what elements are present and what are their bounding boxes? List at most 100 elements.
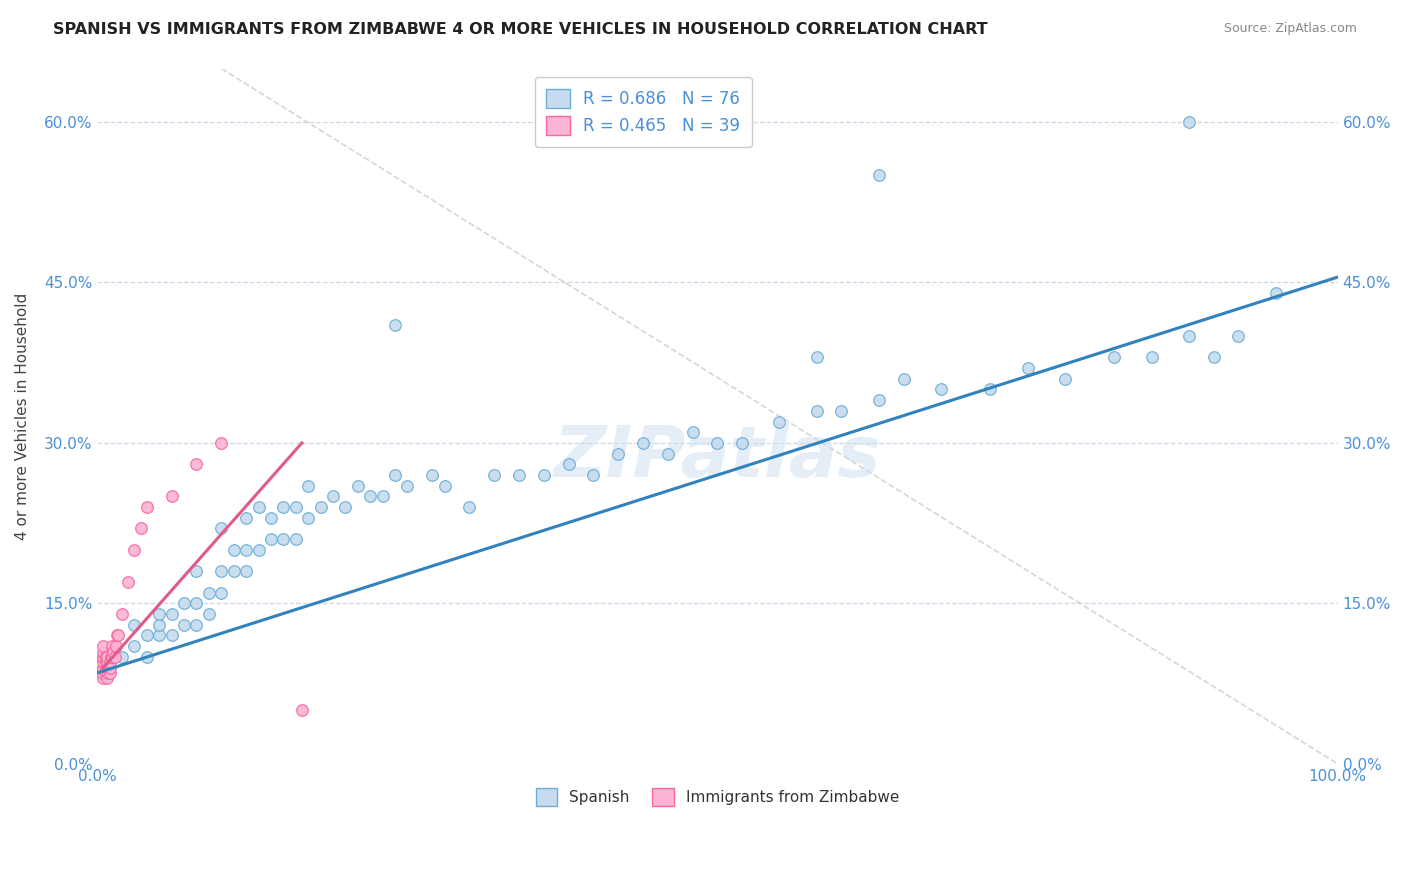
Point bbox=[247, 500, 270, 514]
Point bbox=[111, 607, 134, 621]
Point bbox=[105, 628, 128, 642]
Point bbox=[607, 447, 630, 461]
Legend: Spanish, Immigrants from Zimbabwe: Spanish, Immigrants from Zimbabwe bbox=[526, 780, 908, 815]
Point bbox=[93, 665, 115, 680]
Point bbox=[148, 628, 170, 642]
Point bbox=[482, 468, 505, 483]
Point bbox=[198, 607, 221, 621]
Point bbox=[96, 660, 118, 674]
Point bbox=[1104, 351, 1126, 365]
Point bbox=[297, 479, 319, 493]
Point bbox=[384, 318, 406, 333]
Point bbox=[173, 596, 195, 610]
Point bbox=[209, 436, 232, 450]
Point bbox=[209, 521, 232, 535]
Point bbox=[124, 617, 146, 632]
Point bbox=[322, 489, 344, 503]
Point bbox=[124, 639, 146, 653]
Point bbox=[98, 660, 121, 674]
Point bbox=[93, 660, 115, 674]
Point bbox=[96, 671, 118, 685]
Point bbox=[111, 649, 134, 664]
Point bbox=[384, 468, 406, 483]
Point bbox=[235, 510, 257, 524]
Point bbox=[198, 585, 221, 599]
Point bbox=[209, 564, 232, 578]
Point bbox=[396, 479, 419, 493]
Point bbox=[135, 500, 157, 514]
Point bbox=[335, 500, 357, 514]
Point bbox=[101, 639, 124, 653]
Point bbox=[346, 479, 368, 493]
Point bbox=[806, 351, 828, 365]
Point bbox=[93, 671, 115, 685]
Point bbox=[371, 489, 394, 503]
Point bbox=[582, 468, 605, 483]
Point bbox=[101, 649, 124, 664]
Point bbox=[186, 617, 208, 632]
Text: Source: ZipAtlas.com: Source: ZipAtlas.com bbox=[1223, 22, 1357, 36]
Point bbox=[359, 489, 381, 503]
Point bbox=[271, 532, 294, 546]
Point bbox=[1053, 372, 1076, 386]
Point bbox=[160, 489, 183, 503]
Point bbox=[94, 655, 117, 669]
Point bbox=[94, 660, 117, 674]
Point bbox=[160, 607, 183, 621]
Point bbox=[1140, 351, 1163, 365]
Point bbox=[96, 649, 118, 664]
Point bbox=[117, 574, 139, 589]
Point bbox=[93, 649, 115, 664]
Point bbox=[104, 649, 127, 664]
Point bbox=[100, 649, 122, 664]
Point bbox=[186, 596, 208, 610]
Point bbox=[148, 617, 170, 632]
Point bbox=[173, 617, 195, 632]
Point bbox=[979, 383, 1001, 397]
Point bbox=[97, 665, 120, 680]
Point bbox=[1178, 115, 1201, 129]
Point bbox=[129, 521, 152, 535]
Point bbox=[104, 639, 127, 653]
Point bbox=[93, 649, 115, 664]
Y-axis label: 4 or more Vehicles in Household: 4 or more Vehicles in Household bbox=[15, 293, 30, 540]
Point bbox=[309, 500, 332, 514]
Point bbox=[1017, 361, 1039, 376]
Point bbox=[1202, 351, 1225, 365]
Point bbox=[1178, 329, 1201, 343]
Point bbox=[135, 628, 157, 642]
Point bbox=[160, 628, 183, 642]
Text: SPANISH VS IMMIGRANTS FROM ZIMBABWE 4 OR MORE VEHICLES IN HOUSEHOLD CORRELATION : SPANISH VS IMMIGRANTS FROM ZIMBABWE 4 OR… bbox=[53, 22, 988, 37]
Point bbox=[94, 649, 117, 664]
Point bbox=[868, 393, 890, 408]
Point bbox=[93, 655, 115, 669]
Point bbox=[93, 660, 115, 674]
Point bbox=[148, 607, 170, 621]
Point bbox=[433, 479, 456, 493]
Point bbox=[868, 169, 890, 183]
Point bbox=[284, 532, 307, 546]
Point bbox=[731, 436, 754, 450]
Point bbox=[806, 404, 828, 418]
Point bbox=[260, 532, 283, 546]
Point bbox=[96, 655, 118, 669]
Point bbox=[1264, 286, 1286, 301]
Point bbox=[830, 404, 852, 418]
Point bbox=[186, 564, 208, 578]
Point bbox=[291, 703, 314, 717]
Point bbox=[135, 649, 157, 664]
Point bbox=[508, 468, 530, 483]
Point bbox=[1227, 329, 1250, 343]
Point bbox=[98, 665, 121, 680]
Point bbox=[124, 542, 146, 557]
Point bbox=[247, 542, 270, 557]
Text: ZIPatlas: ZIPatlas bbox=[554, 424, 882, 492]
Point bbox=[93, 639, 115, 653]
Point bbox=[631, 436, 654, 450]
Point bbox=[893, 372, 915, 386]
Point bbox=[420, 468, 443, 483]
Point bbox=[103, 644, 125, 658]
Point bbox=[94, 665, 117, 680]
Point bbox=[186, 458, 208, 472]
Point bbox=[93, 644, 115, 658]
